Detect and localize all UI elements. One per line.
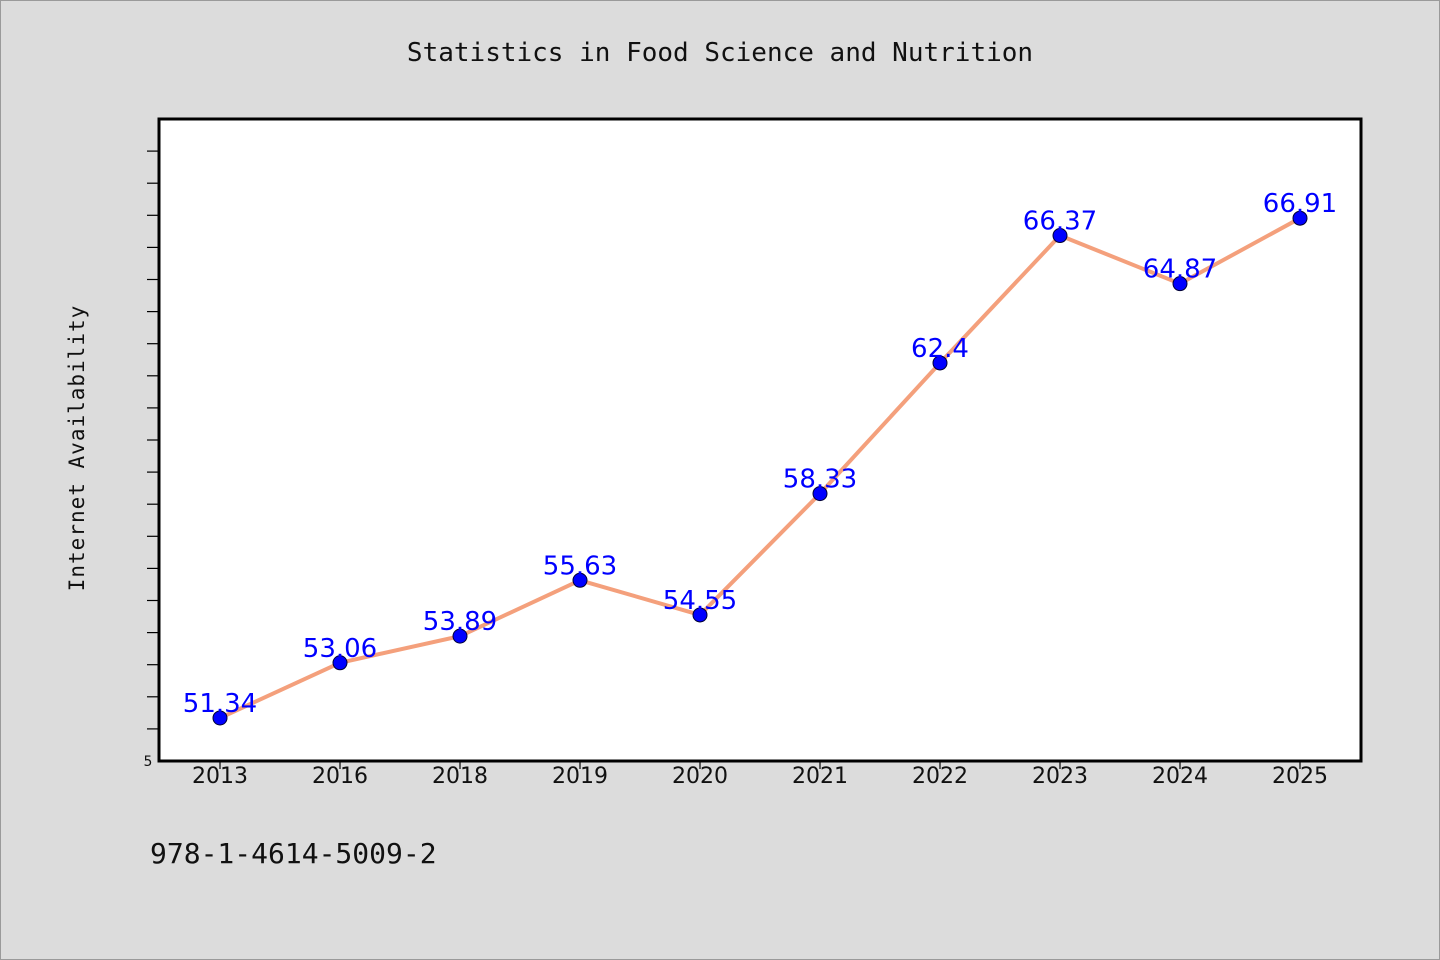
data-point-2013 [212, 710, 228, 726]
x-tick-label-2019: 2019 [552, 764, 608, 789]
data-label-2024: 64.87 [1143, 255, 1217, 285]
plot-area [157, 117, 1363, 763]
data-label-2022: 62.4 [911, 334, 969, 364]
series-line [219, 216, 1301, 720]
x-axis-ticks: 2013 2016 2018 2019 2020 2021 2022 2023 2024 2025 [192, 761, 1328, 789]
data-labels: 51.34 53.06 53.89 55.63 54.55 58.33 62.4 66.37 6… [183, 189, 1337, 719]
isbn-footer: 978-1-4614-5009-2 [150, 837, 437, 870]
data-label-2019: 55.63 [543, 551, 617, 581]
data-label-2018: 53.89 [423, 607, 497, 637]
data-point-2016 [332, 655, 348, 671]
x-tick-label-2016: 2016 [312, 764, 368, 789]
x-tick-label-2023: 2023 [1032, 764, 1088, 789]
data-point-2025 [1292, 210, 1308, 226]
data-label-2020: 54.55 [663, 586, 737, 616]
data-point-2020 [692, 607, 708, 623]
data-point-2021 [812, 486, 828, 502]
series-line-group [219, 216, 1301, 720]
y-axis-ticks [147, 150, 159, 730]
data-label-2025: 66.91 [1263, 189, 1337, 219]
data-point-2024 [1172, 276, 1188, 292]
series-markers [212, 210, 1308, 726]
data-label-2021: 58.33 [783, 465, 857, 495]
x-tick-label-2020: 2020 [672, 764, 728, 789]
x-tick-label-2025: 2025 [1272, 764, 1328, 789]
data-label-2013: 51.34 [183, 689, 257, 719]
data-label-2023: 66.37 [1023, 207, 1097, 237]
y-tick-label: 5 [144, 754, 153, 770]
data-point-2022 [932, 355, 948, 371]
data-point-2019 [572, 572, 588, 588]
chart-title: Statistics in Food Science and Nutrition [407, 38, 1033, 68]
data-point-2023 [1052, 228, 1068, 244]
data-point-2018 [452, 628, 468, 644]
x-tick-label-2018: 2018 [432, 764, 488, 789]
y-axis-label: Internet Availability [65, 305, 89, 592]
x-tick-label-2021: 2021 [792, 764, 848, 789]
x-tick-label-2024: 2024 [1152, 764, 1208, 789]
x-tick-label-2022: 2022 [912, 764, 968, 789]
data-label-2016: 53.06 [303, 634, 377, 664]
x-tick-label-2013: 2013 [192, 764, 248, 789]
